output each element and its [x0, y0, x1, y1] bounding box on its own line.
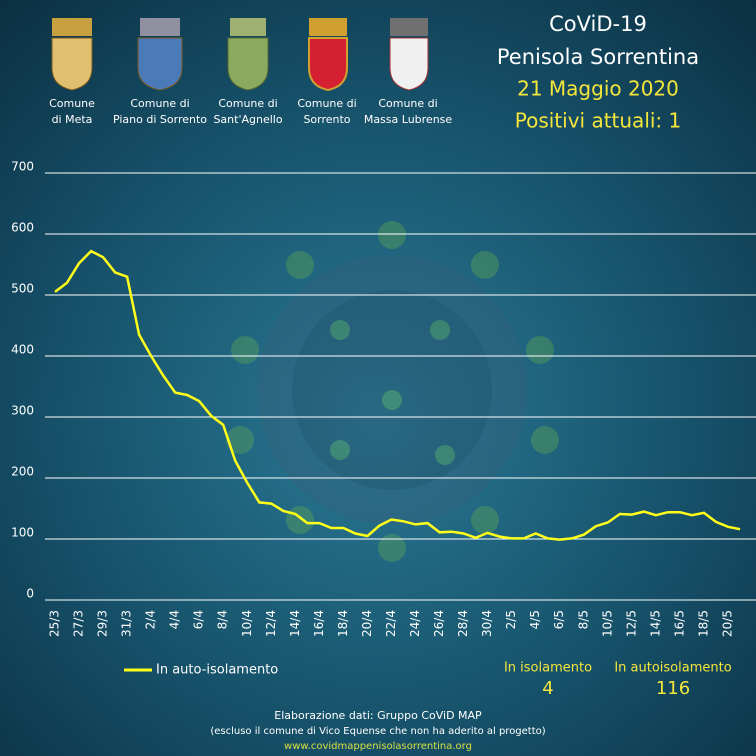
x-tick-label: 16/5	[672, 610, 686, 637]
x-tick-label: 26/4	[432, 610, 446, 637]
x-tick-label: 4/5	[528, 610, 542, 629]
footer-line: www.covidmappenisolasorrentina.org	[284, 741, 472, 752]
x-tick-label: 20/4	[360, 610, 374, 637]
legend-label: In auto-isolamento	[156, 663, 278, 678]
x-tick-label: 29/3	[96, 610, 110, 637]
x-tick-label: 6/5	[552, 610, 566, 629]
x-tick-label: 16/4	[312, 610, 326, 637]
x-tick-label: 27/3	[72, 610, 86, 637]
x-tick-label: 2/4	[144, 610, 158, 629]
x-tick-label: 31/3	[120, 610, 134, 637]
stat-label: In autoisolamento	[614, 661, 731, 676]
x-tick-label: 20/5	[720, 610, 734, 637]
x-tick-label: 14/4	[288, 610, 302, 637]
x-tick-label: 2/5	[504, 610, 518, 629]
comune-label: di Meta	[52, 113, 93, 126]
comune-label: Sant'Agnello	[213, 113, 282, 126]
x-tick-label: 12/4	[264, 610, 278, 637]
x-tick-label: 12/5	[624, 610, 638, 637]
virus-illustration	[226, 221, 559, 562]
comune-label: Sorrento	[303, 113, 350, 126]
comune-label: Massa Lubrense	[364, 113, 453, 126]
x-tick-label: 10/5	[600, 610, 614, 637]
line-series	[54, 249, 741, 541]
stat-value: 4	[542, 678, 553, 699]
y-tick-label: 700	[11, 160, 34, 174]
title: CoViD-19	[549, 12, 647, 36]
crests	[51, 18, 429, 92]
x-tick-label: 25/3	[48, 610, 62, 637]
x-tick-label: 6/4	[192, 610, 206, 629]
x-tick-label: 14/5	[648, 610, 662, 637]
y-tick-label: 400	[11, 343, 34, 357]
x-tick-label: 8/4	[216, 610, 230, 629]
x-tick-label: 28/4	[456, 610, 470, 637]
x-tick-label: 22/4	[384, 610, 398, 637]
comune-label: Piano di Sorrento	[113, 113, 207, 126]
stat-value: 116	[656, 678, 690, 699]
comune-label: Comune di	[378, 97, 437, 110]
date: 21 Maggio 2020	[517, 77, 679, 101]
comune-label: Comune di	[218, 97, 277, 110]
y-tick-label: 100	[11, 526, 34, 540]
x-tick-label: 10/4	[240, 610, 254, 637]
footer-line: (escluso il comune di Vico Equense che n…	[210, 726, 545, 737]
y-tick-label: 200	[11, 465, 34, 479]
stat-label: In isolamento	[504, 661, 592, 676]
y-tick-label: 0	[26, 587, 34, 601]
x-tick-label: 4/4	[168, 610, 182, 629]
x-tick-label: 18/5	[696, 610, 710, 637]
y-tick-label: 500	[11, 282, 34, 296]
x-tick-label: 24/4	[408, 610, 422, 637]
x-tick-label: 8/5	[576, 610, 590, 629]
y-tick-label: 300	[11, 404, 34, 418]
comune-label: Comune	[49, 97, 95, 110]
headline: Positivi attuali: 1	[515, 109, 682, 133]
x-tick-label: 18/4	[336, 610, 350, 637]
x-tick-label: 30/4	[480, 610, 494, 637]
comune-label: Comune di	[130, 97, 189, 110]
subtitle: Penisola Sorrentina	[497, 45, 699, 69]
footer-line: Elaborazione dati: Gruppo CoViD MAP	[274, 709, 482, 722]
y-tick-label: 600	[11, 221, 34, 235]
comune-label: Comune di	[297, 97, 356, 110]
